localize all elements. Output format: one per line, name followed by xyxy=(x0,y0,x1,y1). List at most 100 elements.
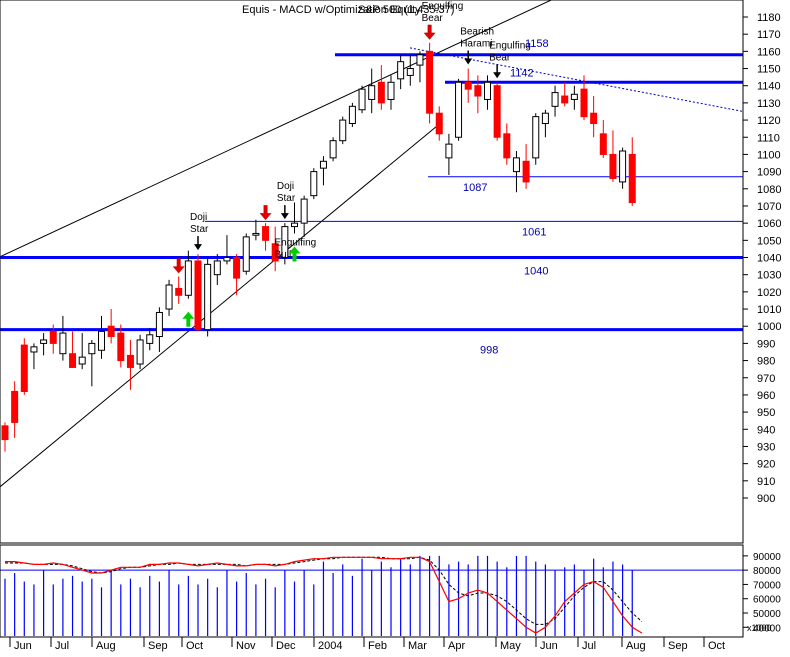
candle-body xyxy=(455,81,463,138)
y-tick-label: 950 xyxy=(757,407,775,419)
candle-body xyxy=(1,425,9,441)
annotation-label: Bear xyxy=(422,13,444,24)
annotation-label: Doji xyxy=(277,181,294,192)
y-tick-label: 920 xyxy=(757,459,775,471)
x-tick-label: Jun xyxy=(540,640,558,652)
y-tick-label: 1020 xyxy=(757,287,781,299)
y-tick-label: 1030 xyxy=(757,270,781,282)
price-frame xyxy=(0,0,744,544)
candle-body xyxy=(377,81,385,104)
sell-arrow-head xyxy=(423,32,436,40)
y-tick-label: 960 xyxy=(757,390,775,402)
candle-body xyxy=(88,342,96,355)
candle-body xyxy=(78,356,86,365)
candle-body xyxy=(49,330,57,344)
annotation-arrowhead xyxy=(280,213,289,220)
x-tick-label: Jun xyxy=(14,640,32,652)
annotation-label: Bear xyxy=(489,52,511,63)
candle-body xyxy=(146,334,154,344)
x-tick-label: Nov xyxy=(236,640,256,652)
annotation-arrowhead xyxy=(493,72,502,79)
level-label: 1158 xyxy=(525,38,549,50)
sell-arrow-head xyxy=(259,213,272,221)
level-label: 1040 xyxy=(524,266,548,278)
buy-arrow-head xyxy=(182,311,195,319)
candle-body xyxy=(474,85,482,97)
indicator-unit-label: x1000 xyxy=(747,623,772,633)
candle-body xyxy=(281,226,289,258)
y-tick-label: 1100 xyxy=(757,149,781,161)
y-tick-label: 970 xyxy=(757,373,775,385)
annotation-label: Doji xyxy=(190,212,207,223)
candle-body xyxy=(126,354,134,368)
indicator-y-tick-label: 40000 xyxy=(753,623,781,634)
y-tick-label: 1040 xyxy=(757,253,781,265)
candle-body xyxy=(165,284,173,310)
y-tick-label: 1150 xyxy=(757,64,781,76)
channel-lower-line xyxy=(0,123,441,488)
candle-body xyxy=(20,344,28,392)
x-tick-label: Sep xyxy=(148,640,168,652)
candle-body xyxy=(503,133,511,159)
candle-body xyxy=(242,236,250,272)
y-tick-label: 1120 xyxy=(757,115,781,127)
candle-body xyxy=(387,81,395,100)
candle-body xyxy=(358,88,366,111)
x-tick-label: Feb xyxy=(368,640,387,652)
candle-body xyxy=(11,390,19,423)
candle-body xyxy=(493,85,501,138)
candle-body xyxy=(329,140,337,159)
candle-body xyxy=(512,157,520,173)
annotation-label: Bearish xyxy=(460,27,494,38)
annotation-arrowhead xyxy=(464,58,473,65)
x-tick-label: Aug xyxy=(96,640,116,652)
candle-body xyxy=(570,93,578,100)
candle-body xyxy=(319,160,327,169)
indicator-y-tick-label: 50000 xyxy=(753,609,781,620)
candle-body xyxy=(194,260,202,331)
indicator-panel xyxy=(0,555,743,636)
candle-body xyxy=(619,150,627,183)
indicator-y-tick-label: 70000 xyxy=(753,580,781,591)
candle-body xyxy=(397,61,405,80)
sell-arrow-shaft xyxy=(263,205,268,215)
indicator-y-tick-label: 60000 xyxy=(753,595,781,606)
candle-body xyxy=(175,287,183,296)
y-tick-label: 1170 xyxy=(757,29,781,41)
x-tick-label: 2004 xyxy=(318,640,342,652)
candle-body xyxy=(69,353,77,368)
candle-body xyxy=(291,222,298,228)
resistance-dotted-line xyxy=(409,47,744,112)
candle-body xyxy=(98,330,105,351)
annotation-label: Engulfing xyxy=(489,40,531,51)
annotation-label: Engulfing xyxy=(275,237,317,248)
annotation-label: Bull xyxy=(275,249,292,260)
candle-body xyxy=(522,160,530,183)
y-tick-label: 940 xyxy=(757,424,775,436)
candle-body xyxy=(204,263,212,331)
candle-body xyxy=(271,243,279,262)
x-tick-label: Dec xyxy=(276,640,296,652)
sell-arrow-head xyxy=(172,266,185,274)
y-tick-label: 990 xyxy=(757,338,775,350)
candle-body xyxy=(590,112,598,125)
channel-upper-line xyxy=(0,0,553,258)
y-tick-label: 900 xyxy=(757,493,775,505)
candle-body xyxy=(445,143,453,159)
buy-arrow-shaft xyxy=(186,317,191,327)
annotation-label: Star xyxy=(277,193,296,204)
y-tick-label: 1010 xyxy=(757,304,781,316)
y-tick-label: 1140 xyxy=(757,81,781,93)
y-tick-label: 980 xyxy=(757,356,775,368)
x-tick-label: Apr xyxy=(448,640,465,652)
price-panel: 11581142108710611040998DojiStarDojiStarE… xyxy=(0,0,744,488)
candle-body xyxy=(551,92,559,107)
candle-body xyxy=(628,153,636,204)
y-tick-label: 1110 xyxy=(757,132,780,144)
annotation-arrowhead xyxy=(194,244,202,251)
y-tick-label: 1080 xyxy=(757,184,781,196)
candle-body xyxy=(339,119,347,142)
y-tick-label: 910 xyxy=(757,476,775,488)
